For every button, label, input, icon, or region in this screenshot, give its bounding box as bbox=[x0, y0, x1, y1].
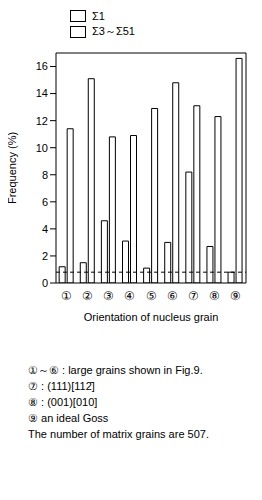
svg-text:⑥: ⑥ bbox=[167, 289, 178, 303]
svg-text:④: ④ bbox=[124, 289, 135, 303]
svg-text:12: 12 bbox=[36, 115, 48, 127]
svg-text:⑧: ⑧ bbox=[209, 289, 220, 303]
html-text:⑨ an ideal Goss: ⑨ an ideal Goss bbox=[28, 412, 109, 424]
svg-text:14: 14 bbox=[36, 87, 48, 99]
svg-text:6: 6 bbox=[42, 196, 48, 208]
svg-text:8: 8 bbox=[42, 169, 48, 181]
html-text:①～⑥ : large grains shown in Fi: ①～⑥ : large grains shown in Fig.9. bbox=[28, 364, 203, 376]
svg-text:⑨: ⑨ bbox=[230, 289, 241, 303]
svg-text:4: 4 bbox=[42, 223, 48, 235]
svg-text:⑦: ⑦ bbox=[188, 289, 199, 303]
svg-text:10: 10 bbox=[36, 142, 48, 154]
svg-text:⑤: ⑤ bbox=[146, 289, 157, 303]
svg-text:0: 0 bbox=[42, 277, 48, 289]
html-text:Σ1: Σ1 bbox=[92, 10, 105, 22]
svg-text:Orientation of nucleus grain: Orientation of nucleus grain bbox=[84, 311, 219, 323]
svg-text:①: ① bbox=[61, 289, 72, 303]
html-text:Σ3～Σ51: Σ3～Σ51 bbox=[92, 25, 135, 37]
html-text:⑦ : (111)[112̄]: ⑦ : (111)[112̄] bbox=[28, 380, 95, 392]
svg-text:③: ③ bbox=[103, 289, 114, 303]
svg-text:②: ② bbox=[82, 289, 93, 303]
svg-text:16: 16 bbox=[36, 60, 48, 72]
html-text:⑧ : (001)[010]: ⑧ : (001)[010] bbox=[28, 396, 98, 408]
svg-text:2: 2 bbox=[42, 250, 48, 262]
html-text:The number of matrix grains ar: The number of matrix grains are 507. bbox=[28, 428, 209, 440]
svg-text:Frequency (%): Frequency (%) bbox=[8, 132, 18, 204]
